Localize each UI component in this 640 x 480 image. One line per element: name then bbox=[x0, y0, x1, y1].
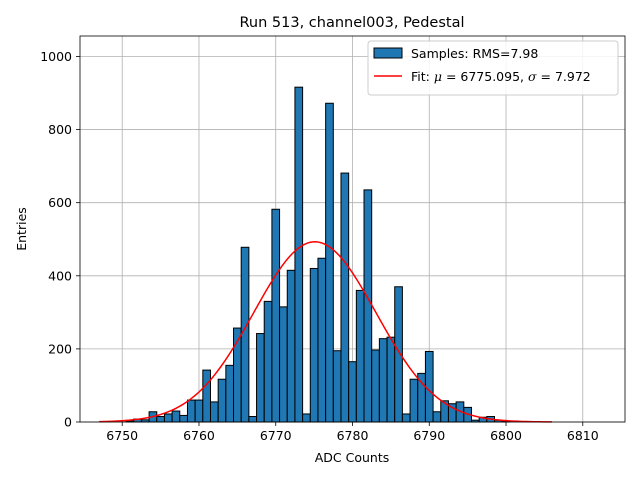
x-tick-label: 6750 bbox=[106, 428, 138, 443]
x-axis-label: ADC Counts bbox=[315, 450, 390, 465]
histogram-bar bbox=[409, 378, 419, 423]
histogram-bar bbox=[332, 350, 342, 423]
histogram-bar bbox=[194, 399, 204, 423]
histogram-bar bbox=[171, 410, 181, 423]
legend-hist-swatch bbox=[373, 47, 403, 59]
histogram-bar bbox=[355, 289, 365, 423]
histogram-bar bbox=[225, 364, 235, 423]
histogram-bar bbox=[186, 399, 196, 423]
legend: Samples: RMS=7.98 Fit: μ = 6775.095, σ =… bbox=[367, 40, 619, 96]
histogram-bar bbox=[286, 269, 296, 423]
y-tick-label: 400 bbox=[48, 268, 72, 283]
histogram-bar bbox=[340, 172, 350, 423]
y-tick-label: 600 bbox=[48, 195, 72, 210]
histogram-bar bbox=[209, 401, 219, 423]
x-tick-label: 6760 bbox=[183, 428, 215, 443]
legend-fit-mu-symbol: μ bbox=[434, 69, 442, 84]
histogram-bar bbox=[271, 208, 281, 423]
y-axis-label: Entries bbox=[14, 207, 29, 251]
y-tick-label: 200 bbox=[48, 341, 72, 356]
fit-curve bbox=[99, 241, 553, 423]
legend-fit-prefix: Fit: bbox=[411, 69, 434, 84]
legend-fit-sigma-symbol: σ bbox=[528, 69, 537, 84]
y-axis-ticks: 0 200 400 600 800 1000 bbox=[40, 49, 80, 430]
histogram-bar bbox=[156, 416, 165, 423]
histogram-bar bbox=[432, 411, 442, 423]
histogram-bars bbox=[125, 86, 511, 423]
legend-fit-label: Fit: μ = 6775.095, σ = 7.972 bbox=[411, 69, 591, 84]
x-tick-label: 6780 bbox=[337, 428, 369, 443]
x-tick-label: 6790 bbox=[413, 428, 445, 443]
legend-hist-label: Samples: RMS=7.98 bbox=[411, 46, 538, 61]
histogram-bar bbox=[263, 300, 273, 423]
histogram-bar bbox=[179, 414, 188, 423]
histogram-bar bbox=[248, 416, 258, 423]
histogram-bar bbox=[424, 350, 434, 423]
x-tick-label: 6800 bbox=[490, 428, 522, 443]
legend-box bbox=[367, 40, 619, 96]
histogram-bar bbox=[302, 413, 311, 423]
histogram-bar bbox=[401, 413, 411, 423]
histogram-bar bbox=[386, 336, 396, 423]
histogram-bar bbox=[325, 102, 334, 423]
histogram-bar bbox=[279, 306, 288, 423]
histogram-bar bbox=[378, 338, 388, 423]
histogram-bar bbox=[348, 361, 357, 423]
histogram-bar bbox=[363, 189, 373, 423]
x-tick-label: 6770 bbox=[260, 428, 292, 443]
histogram-bar bbox=[371, 349, 380, 423]
y-tick-label: 1000 bbox=[40, 49, 72, 64]
legend-fit-sigma-value: = 7.972 bbox=[537, 69, 591, 84]
histogram-bar bbox=[309, 267, 319, 423]
histogram-bar bbox=[217, 378, 227, 423]
histogram-bar bbox=[294, 86, 304, 423]
x-tick-label: 6810 bbox=[567, 428, 599, 443]
histogram-bar bbox=[240, 246, 250, 423]
x-axis-ticks: 6750 6760 6770 6780 6790 6800 6810 bbox=[106, 422, 599, 443]
histogram-bar bbox=[256, 333, 265, 423]
legend-fit-mu-value: = 6775.095, bbox=[442, 69, 528, 84]
y-tick-label: 0 bbox=[64, 415, 72, 430]
histogram-bar bbox=[317, 257, 327, 423]
histogram-bar bbox=[163, 413, 173, 423]
y-tick-label: 800 bbox=[48, 122, 72, 137]
histogram-bar bbox=[202, 369, 211, 423]
chart-title: Run 513, channel003, Pedestal bbox=[239, 15, 464, 31]
